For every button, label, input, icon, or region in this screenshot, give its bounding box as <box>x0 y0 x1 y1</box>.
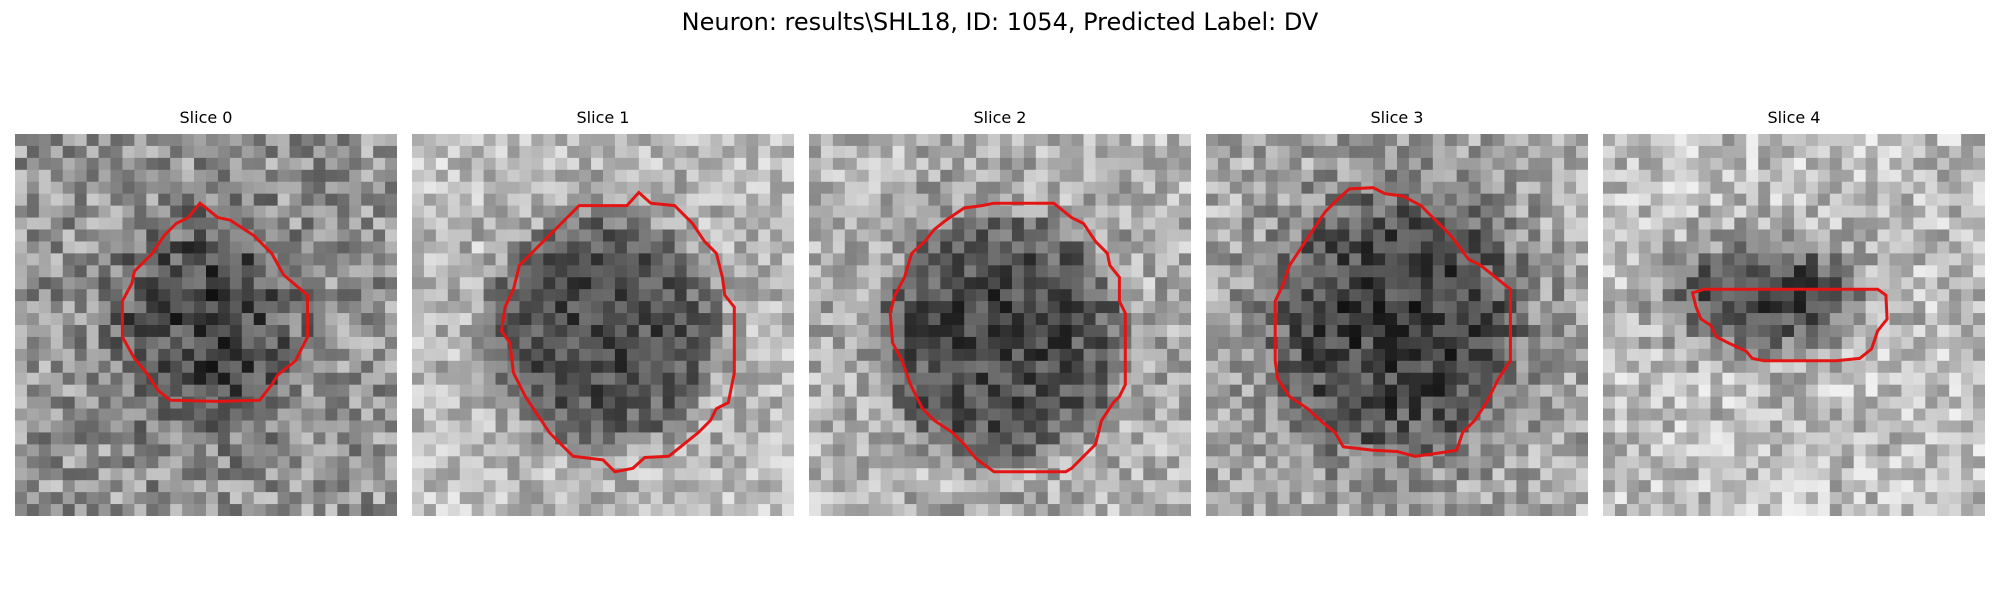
slice-3-contour <box>1273 186 1512 458</box>
slice-2-svg <box>809 134 1191 516</box>
slice-0-pixels <box>15 134 397 516</box>
slice-1-svg <box>412 134 794 516</box>
panel-slice-3: Slice 3 <box>1206 108 1588 516</box>
slice-4-svg <box>1603 134 1985 516</box>
slice-4-contour <box>1690 287 1889 363</box>
slice-3-image <box>1206 134 1588 516</box>
panel-title-slice-0: Slice 0 <box>179 108 233 127</box>
figure-title: Neuron: results\SHL18, ID: 1054, Predict… <box>681 8 1319 36</box>
slice-2-image <box>809 134 1191 516</box>
panel-slice-4: Slice 4 <box>1603 108 1985 516</box>
panel-title-slice-2: Slice 2 <box>973 108 1027 127</box>
slice-1-contour <box>499 190 736 474</box>
slice-0-contour <box>120 201 309 403</box>
panel-slice-2: Slice 2 <box>809 108 1191 516</box>
panel-title-slice-4: Slice 4 <box>1767 108 1821 127</box>
slice-2-pixels <box>809 134 1191 516</box>
slice-3-svg <box>1206 134 1588 516</box>
slice-0-svg <box>15 134 397 516</box>
panel-title-slice-1: Slice 1 <box>576 108 630 127</box>
panel-slice-0: Slice 0 <box>15 108 397 516</box>
panel-title-slice-3: Slice 3 <box>1370 108 1424 127</box>
panel-slice-1: Slice 1 <box>412 108 794 516</box>
slice-4-pixels <box>1603 134 1985 516</box>
slice-4-image <box>1603 134 1985 516</box>
slice-3-pixels <box>1206 134 1588 516</box>
slice-1-image <box>412 134 794 516</box>
slice-2-contour <box>888 201 1127 474</box>
slice-0-image <box>15 134 397 516</box>
